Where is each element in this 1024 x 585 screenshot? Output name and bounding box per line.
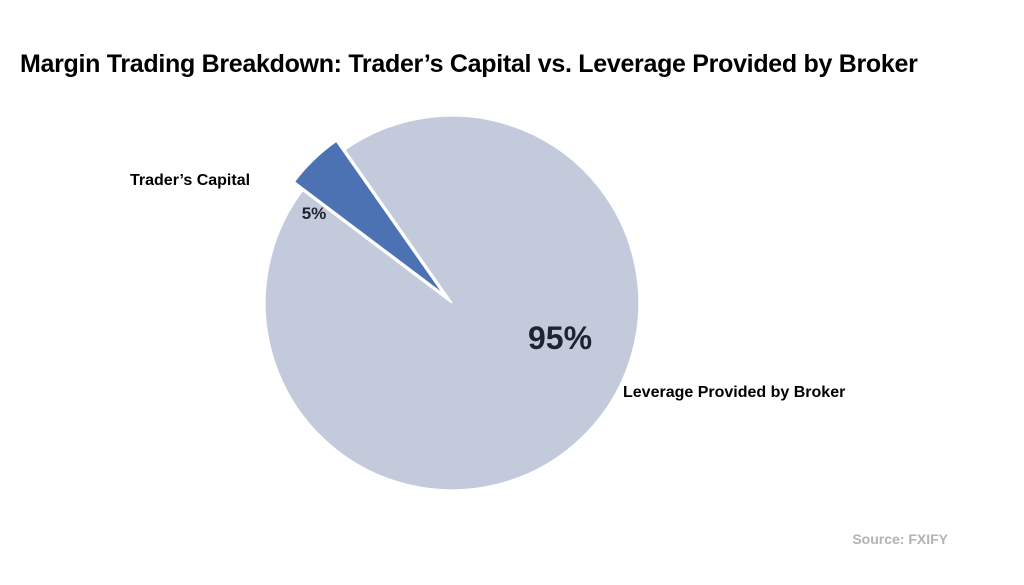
slice-value-label-1: 5%	[302, 204, 327, 223]
pie-slices	[264, 115, 640, 491]
pie-labels: 5% Trader’s Capital 95% Leverage Provided b…	[130, 172, 845, 401]
slice-value-label-2: 95%	[528, 320, 592, 356]
slice-category-label-1: Trader’s Capital	[130, 172, 250, 189]
source-note: Source: FXIFY	[852, 531, 948, 547]
pie-slice-1	[293, 140, 445, 295]
chart-title: Margin Trading Breakdown: Trader’s Capit…	[20, 50, 918, 78]
pie-slice-2	[264, 115, 640, 491]
slice-category-label-2: Leverage Provided by Broker	[623, 384, 845, 401]
